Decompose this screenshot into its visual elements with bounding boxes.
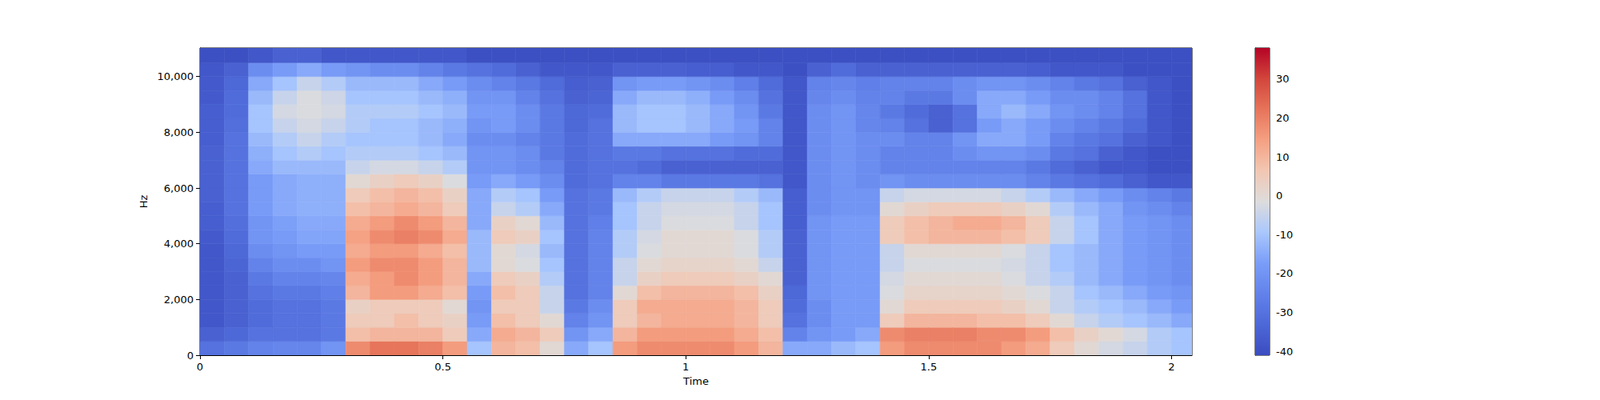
svg-text:4,000: 4,000 bbox=[164, 237, 194, 250]
svg-text:2: 2 bbox=[1168, 360, 1175, 373]
svg-text:6,000: 6,000 bbox=[164, 182, 194, 195]
svg-text:Hz: Hz bbox=[137, 195, 150, 209]
svg-text:1: 1 bbox=[682, 360, 689, 373]
svg-text:0.5: 0.5 bbox=[434, 360, 452, 373]
svg-text:10,000: 10,000 bbox=[157, 70, 195, 83]
svg-text:8,000: 8,000 bbox=[164, 126, 194, 139]
svg-text:-20: -20 bbox=[1276, 267, 1293, 280]
svg-text:0: 0 bbox=[187, 349, 194, 362]
svg-text:0: 0 bbox=[1276, 189, 1283, 202]
svg-text:1.5: 1.5 bbox=[920, 360, 938, 373]
svg-text:Time: Time bbox=[682, 375, 709, 388]
svg-text:-10: -10 bbox=[1276, 228, 1293, 241]
svg-text:10: 10 bbox=[1276, 151, 1290, 164]
svg-text:-40: -40 bbox=[1276, 345, 1293, 358]
svg-text:20: 20 bbox=[1276, 112, 1290, 124]
svg-text:-30: -30 bbox=[1276, 306, 1293, 319]
svg-text:2,000: 2,000 bbox=[164, 293, 194, 306]
svg-text:0: 0 bbox=[196, 360, 204, 373]
svg-text:30: 30 bbox=[1276, 72, 1290, 85]
